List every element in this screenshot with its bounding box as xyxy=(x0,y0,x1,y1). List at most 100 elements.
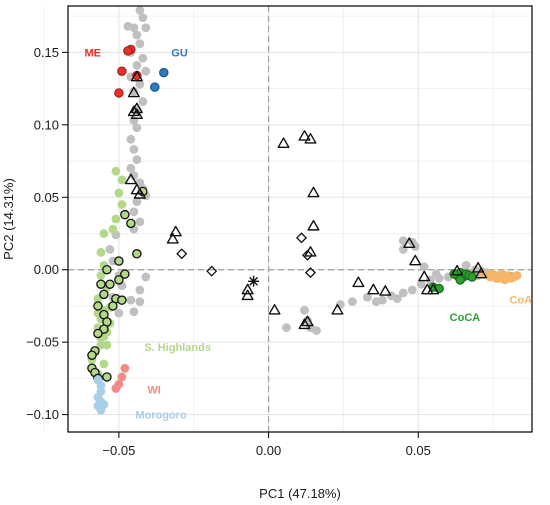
point-triangle xyxy=(130,70,143,82)
point-triangle xyxy=(409,254,422,266)
point-s-highlands-outlined xyxy=(120,269,130,279)
point-background xyxy=(129,87,139,96)
point-background xyxy=(398,288,408,298)
point-triangle xyxy=(367,283,380,295)
point-s-highlands xyxy=(102,340,112,350)
point-s-highlands-outlined xyxy=(108,301,118,311)
point-background xyxy=(138,97,148,107)
point-s-highlands xyxy=(96,271,106,280)
point-wi xyxy=(117,372,127,382)
point-asterisk xyxy=(248,275,260,287)
point-s-highlands-outlined xyxy=(102,372,112,382)
point-triangle xyxy=(307,219,320,231)
y-axis-title: PC2 (14.31%) xyxy=(1,178,16,260)
point-triangle xyxy=(427,283,440,295)
y-tick-label: 0.10 xyxy=(34,117,59,132)
point-background xyxy=(416,279,426,289)
point-s-highlands xyxy=(108,224,118,234)
point-background xyxy=(135,297,145,306)
point-s-highlands-outlined xyxy=(105,279,115,289)
point-background xyxy=(132,197,142,207)
point-triangle xyxy=(379,285,392,296)
point-s-highlands-outlined xyxy=(126,218,136,229)
point-s-highlands-outlined xyxy=(114,256,124,266)
point-triangle xyxy=(133,188,146,199)
point-triangle xyxy=(298,130,311,141)
point-background xyxy=(135,217,145,227)
x-axis-title: PC1 (47.18%) xyxy=(259,486,341,501)
point-background xyxy=(303,316,312,325)
point-coa xyxy=(512,271,522,280)
point-background xyxy=(129,207,139,217)
point-diamond xyxy=(176,248,188,260)
point-background xyxy=(362,292,372,302)
group-label-morogoro: Morogoro xyxy=(135,410,187,422)
point-background xyxy=(138,53,148,63)
point-triangle xyxy=(124,173,137,185)
point-diamond xyxy=(304,267,316,279)
point-coa xyxy=(485,272,495,282)
point-diamond xyxy=(206,265,218,277)
point-s-highlands xyxy=(117,175,127,185)
group-label-s-highlands: S. Highlands xyxy=(144,342,211,354)
point-s-highlands-outlined xyxy=(102,264,112,275)
point-coca xyxy=(455,275,465,285)
point-triangle xyxy=(241,289,254,301)
point-background xyxy=(135,285,145,295)
point-background xyxy=(132,30,142,40)
plot-frame xyxy=(67,5,533,433)
point-coa xyxy=(494,274,504,283)
point-s-highlands xyxy=(99,229,109,238)
point-triangle xyxy=(268,303,281,315)
point-background xyxy=(138,13,148,22)
zero-reference-lines xyxy=(68,6,532,432)
point-s-highlands-outlined xyxy=(96,279,106,289)
y-tick-label: 0.05 xyxy=(34,190,59,205)
x-tick-label: 0.05 xyxy=(406,443,431,458)
point-background xyxy=(126,295,136,305)
point-background xyxy=(129,307,139,317)
point-s-highlands xyxy=(114,188,124,198)
y-tick-label: −0.05 xyxy=(26,335,59,350)
point-triangle xyxy=(331,303,344,315)
point-background xyxy=(392,294,402,304)
point-coca xyxy=(467,272,477,282)
point-s-highlands-outlined xyxy=(87,350,97,360)
point-s-highlands xyxy=(96,247,106,257)
point-background xyxy=(398,245,408,254)
point-triangle xyxy=(451,264,464,276)
y-tick-label: 0.00 xyxy=(34,262,59,277)
point-triangle xyxy=(307,186,320,198)
point-s-highlands-outlined xyxy=(99,289,109,300)
point-background xyxy=(132,61,142,70)
point-background xyxy=(126,134,136,144)
point-triangle xyxy=(475,267,488,279)
point-background xyxy=(129,171,139,180)
point-triangle xyxy=(169,225,182,237)
point-triangle xyxy=(130,108,143,120)
x-tick-label: −0.05 xyxy=(102,443,135,458)
point-s-highlands-outlined xyxy=(93,301,103,311)
point-triangle xyxy=(472,261,485,273)
point-s-highlands xyxy=(99,359,109,369)
point-background xyxy=(347,297,357,306)
group-label-coa: CoA xyxy=(510,294,533,306)
point-background xyxy=(129,145,139,154)
point-background xyxy=(377,295,387,305)
point-me xyxy=(114,88,124,98)
point-background xyxy=(312,326,321,335)
point-wi xyxy=(111,384,121,393)
point-triangle xyxy=(130,102,143,114)
point-background xyxy=(132,123,142,133)
point-background xyxy=(114,308,124,318)
point-background xyxy=(431,269,441,279)
point-s-highlands xyxy=(111,214,121,224)
point-background xyxy=(129,23,139,33)
point-background xyxy=(282,323,291,333)
point-triangle xyxy=(304,133,317,144)
point-morogoro xyxy=(99,400,109,409)
point-s-highlands-outlined xyxy=(93,328,103,339)
group-label-wi: WI xyxy=(147,384,160,396)
point-background xyxy=(126,163,136,173)
